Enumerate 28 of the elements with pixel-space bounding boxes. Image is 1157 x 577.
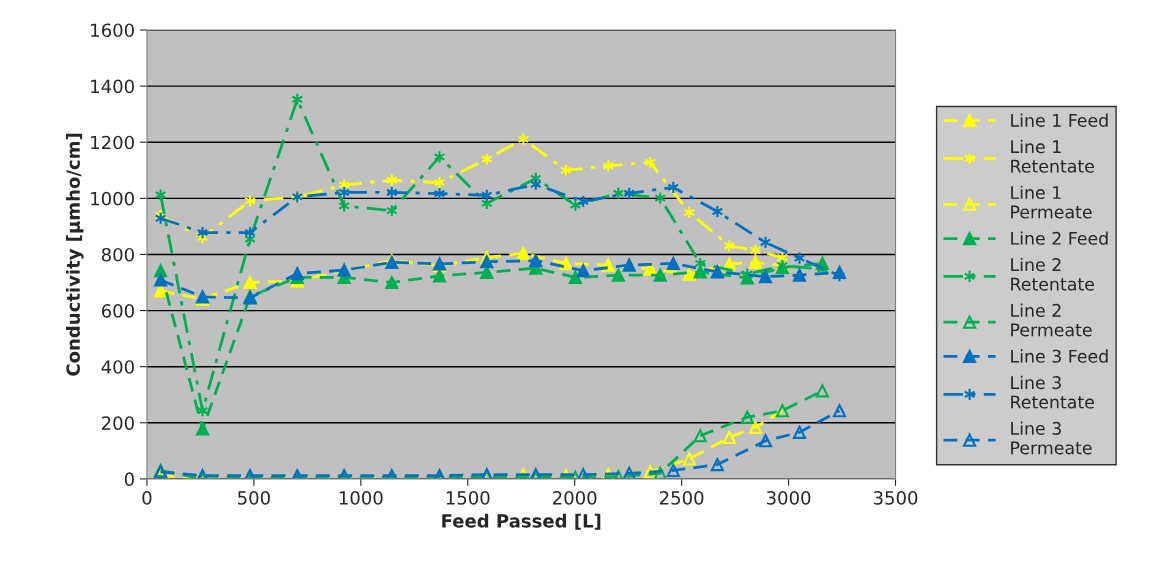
legend-label: Line 1 Feed	[1011, 113, 1108, 127]
x-tick-label: 500	[238, 491, 270, 505]
legend-label: Line 2 Feed	[1011, 231, 1108, 245]
y-tick-label: 600	[101, 304, 134, 318]
y-tick-label: 1400	[91, 79, 134, 94]
y-tick-label: 1000	[91, 191, 134, 206]
x-tick-label: 2500	[659, 491, 704, 505]
y-tick-label: 200	[101, 416, 134, 430]
x-tick-label: 2000	[553, 491, 597, 505]
legend-label: Line 3 Retentate	[1011, 375, 1094, 409]
x-tick-label: 0	[142, 491, 152, 505]
x-tick-label: 1000	[339, 491, 383, 505]
y-axis-title: Conductivity [µmho/cm]	[66, 133, 84, 376]
y-tick-label: 0	[124, 472, 134, 487]
legend-label: Line 2 Retentate	[1011, 257, 1094, 291]
y-tick-label: 800	[101, 247, 134, 262]
y-tick-label: 400	[101, 360, 134, 374]
y-tick-label: 1600	[91, 23, 134, 38]
x-tick-label: 1500	[446, 491, 490, 505]
x-axis-title: Feed Passed [L]	[442, 513, 601, 530]
legend-label: Line 3 Feed	[1011, 349, 1108, 363]
legend-label: Line 2 Permeate	[1011, 303, 1092, 337]
x-tick-label: 3500	[873, 491, 918, 505]
legend-label: Line 1 Retentate	[1011, 139, 1094, 173]
x-tick-label: 3000	[766, 491, 811, 505]
legend-label: Line 3 Permeate	[1011, 421, 1092, 455]
legend-label: Line 1 Permeate	[1011, 185, 1092, 219]
y-tick-label: 1200	[91, 135, 134, 150]
